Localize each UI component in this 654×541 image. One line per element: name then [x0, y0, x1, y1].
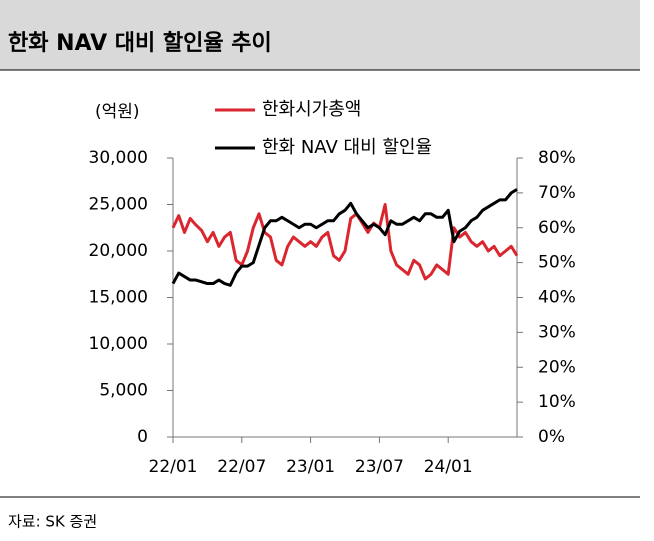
- x-tick-label: 23/07: [355, 457, 404, 477]
- header-band: [0, 0, 640, 70]
- y-tick-label: 25,000: [89, 195, 148, 215]
- source: 자료: SK 증권: [8, 513, 97, 531]
- y-tick-label: 15,000: [89, 288, 148, 308]
- x-tick-label: 22/07: [217, 457, 266, 477]
- y2-tick-label: 30%: [538, 322, 576, 342]
- x-tick-label: 23/01: [286, 457, 335, 477]
- y-unit: (억원): [95, 102, 140, 122]
- y-tick-label: 5,000: [99, 381, 148, 401]
- y-tick-label: 20,000: [89, 241, 148, 261]
- y2-tick-label: 20%: [538, 357, 576, 377]
- y2-tick-label: 0%: [538, 427, 565, 447]
- y2-tick-label: 60%: [538, 218, 576, 238]
- legend-label: 한화 NAV 대비 할인율: [262, 137, 432, 158]
- x-tick-label: 24/01: [424, 457, 473, 477]
- y-tick-label: 30,000: [89, 148, 148, 168]
- legend-label: 한화시가총액: [262, 99, 361, 120]
- y2-tick-label: 10%: [538, 392, 576, 412]
- y-tick-label: 10,000: [89, 334, 148, 354]
- y-tick-label: 0: [137, 427, 148, 447]
- series-line: [171, 188, 518, 287]
- y2-tick-label: 80%: [538, 148, 576, 168]
- series-line: [171, 203, 519, 281]
- chart-title: 한화 NAV 대비 할인율 추이: [8, 31, 272, 56]
- x-tick-label: 22/01: [149, 457, 198, 477]
- y2-tick-label: 70%: [538, 183, 576, 203]
- y2-tick-label: 40%: [538, 288, 576, 308]
- y2-tick-label: 50%: [538, 253, 576, 273]
